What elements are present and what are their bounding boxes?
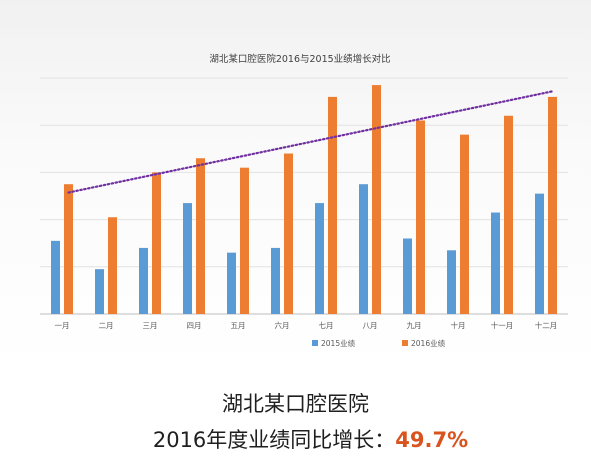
x-tick-label: 四月 <box>187 321 202 330</box>
x-tick-label: 二月 <box>99 321 114 330</box>
gridlines <box>40 77 568 315</box>
bars <box>51 85 557 314</box>
bar-b <box>460 134 469 314</box>
bar-b <box>372 85 381 314</box>
x-tick-label: 三月 <box>143 321 158 330</box>
legend-label: 2016业绩 <box>411 338 446 348</box>
bar-b <box>64 184 73 314</box>
bar-a <box>227 252 236 314</box>
chart-panel: 一月 二月 三月 四月 五月 六月 七月 八月 九月 十月 十一月 十二月 湖北某口腔医院2016与2… <box>0 0 591 370</box>
bar-a <box>447 250 456 314</box>
chart-title: 湖北某口腔医院2016与2015业绩增长对比 <box>209 53 390 65</box>
x-tick-label: 七月 <box>319 321 334 330</box>
legend: 2015业绩 2016业绩 <box>312 338 446 348</box>
bar-a <box>95 269 104 314</box>
legend-swatch <box>402 340 408 346</box>
x-tick-label: 一月 <box>55 321 70 330</box>
bar-b <box>284 153 293 314</box>
bar-b <box>504 115 513 314</box>
x-tick-label: 十一月 <box>491 320 514 330</box>
legend-label: 2015业绩 <box>321 338 356 348</box>
x-tick-label: 十月 <box>451 320 466 330</box>
caption-line-1: 湖北某口腔医院 <box>222 392 369 416</box>
bar-a <box>535 193 544 314</box>
bar-a <box>271 247 280 314</box>
bar-a <box>51 240 60 314</box>
x-tick-label: 八月 <box>363 321 378 330</box>
bar-b <box>548 96 557 314</box>
bar-a <box>491 212 500 314</box>
caption-hospital-name: 湖北某口腔医院 <box>0 388 591 418</box>
bar-chart: 一月 二月 三月 四月 五月 六月 七月 八月 九月 十月 十一月 十二月 湖北某口腔医院2016与2… <box>40 53 568 348</box>
caption-growth-value: 49.7% <box>395 428 469 452</box>
bar-a <box>403 238 412 314</box>
x-tick-label: 五月 <box>231 321 246 330</box>
x-tick-label: 六月 <box>275 320 290 330</box>
caption-growth-label: 2016年度业绩同比增长： <box>152 428 396 452</box>
trendline-2016 <box>67 90 554 194</box>
x-tick-label: 十二月 <box>535 320 558 330</box>
bar-b <box>152 172 161 314</box>
legend-swatch <box>312 340 318 346</box>
x-tick-label: 九月 <box>407 321 422 330</box>
bar-b <box>196 158 205 314</box>
bar-a <box>359 184 368 314</box>
caption-growth: 2016年度业绩同比增长：49.7% <box>30 424 591 454</box>
bar-a <box>183 203 192 314</box>
bar-a <box>139 247 148 314</box>
bar-b <box>240 167 249 314</box>
trendline <box>67 90 554 194</box>
x-tick-labels: 一月 二月 三月 四月 五月 六月 七月 八月 九月 十月 十一月 十二月 <box>55 320 558 330</box>
bar-a <box>315 203 324 314</box>
bar-b <box>328 96 337 314</box>
bar-b <box>416 120 425 314</box>
bar-b <box>108 217 117 314</box>
